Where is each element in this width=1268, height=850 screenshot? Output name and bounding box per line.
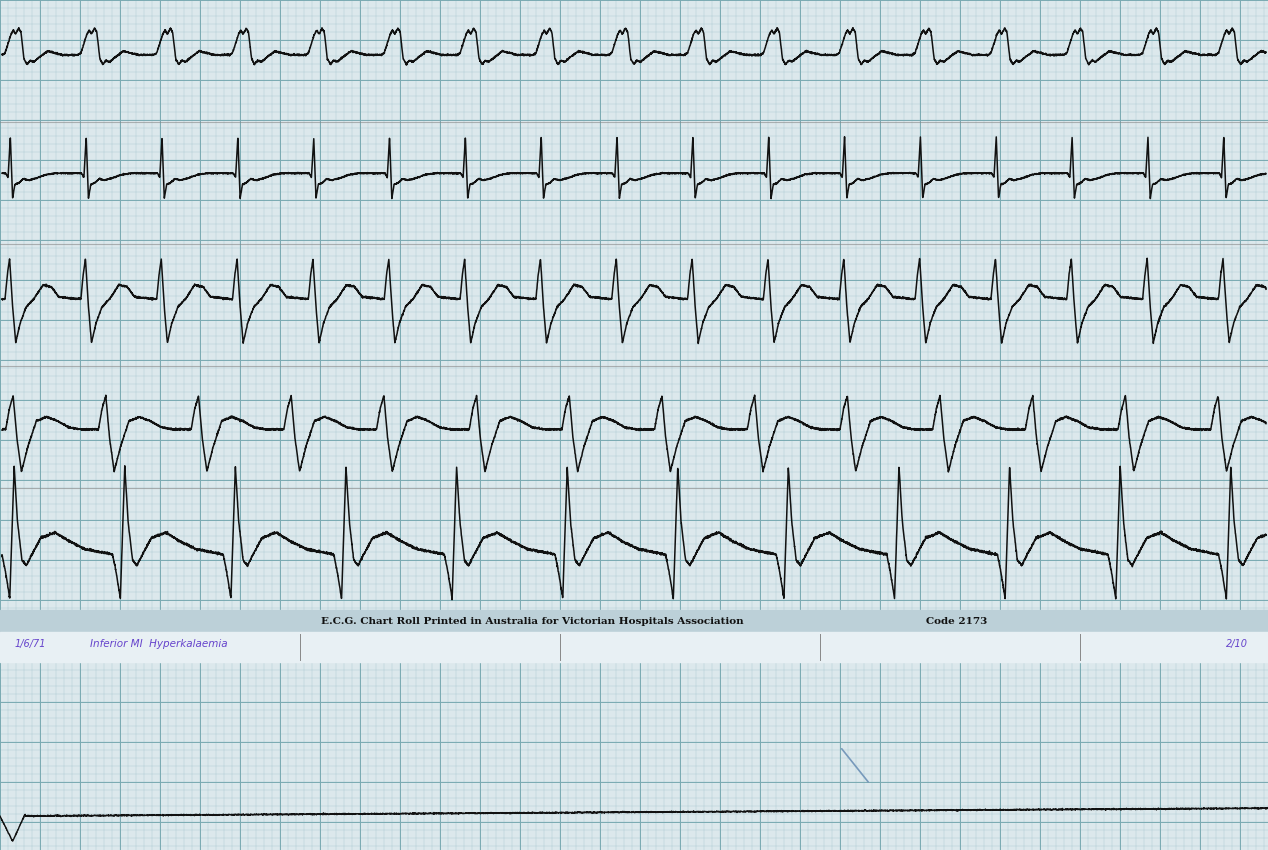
Text: Inferior MI  Hyperkalaemia: Inferior MI Hyperkalaemia (90, 639, 228, 649)
Text: 1/6/71: 1/6/71 (15, 639, 47, 649)
Bar (0, 610, 1268, 632)
Text: 2/10: 2/10 (1226, 639, 1248, 649)
Text: Code 2173: Code 2173 (926, 616, 987, 626)
Text: E.C.G. Chart Roll Printed in Australia for Victorian Hospitals Association: E.C.G. Chart Roll Printed in Australia f… (321, 616, 744, 626)
Bar (0, 632, 1268, 662)
